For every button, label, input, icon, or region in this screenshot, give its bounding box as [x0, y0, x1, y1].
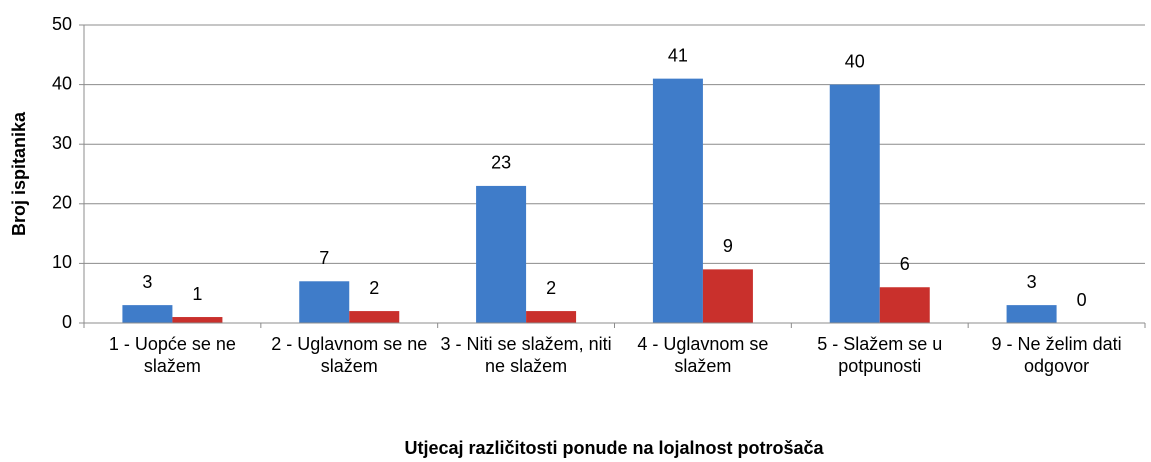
- bar: [349, 311, 400, 323]
- bar: [1006, 305, 1057, 323]
- y-tick-label: 0: [62, 312, 72, 332]
- data-label: 3: [142, 272, 152, 292]
- data-label: 0: [1077, 290, 1087, 310]
- data-label: 9: [723, 236, 733, 256]
- y-axis-title: Broj ispitanika: [9, 111, 29, 236]
- x-tick-label-box: 1 - Uopće se ne slažem: [108, 334, 236, 376]
- x-tick-label: 3 - Niti se slažem, niti ne slažem: [440, 334, 612, 376]
- bar: [299, 281, 350, 323]
- x-tick-label: 5 - Slažem se u potpunosti: [817, 334, 943, 376]
- bar: [879, 287, 930, 323]
- x-tick-label: 9 - Ne želim dati odgovor: [991, 334, 1122, 376]
- x-tick-label: 1 - Uopće se ne slažem: [108, 334, 236, 376]
- bar: [652, 78, 703, 323]
- y-tick-label: 40: [52, 73, 72, 93]
- data-label: 1: [192, 284, 202, 304]
- x-tick-label: 4 - Uglavnom se slažem: [637, 334, 769, 376]
- data-label: 2: [546, 278, 556, 298]
- bar: [122, 305, 173, 323]
- bar: [172, 317, 223, 323]
- data-label: 6: [900, 254, 910, 274]
- x-axis-title: Utjecaj različitosti ponude na lojalnost…: [404, 438, 824, 458]
- y-tick-label: 10: [52, 252, 72, 272]
- bar: [526, 311, 577, 323]
- x-tick-label-box: 9 - Ne želim dati odgovor: [991, 334, 1122, 376]
- data-label: 23: [491, 153, 511, 173]
- x-tick-label-box: 3 - Niti se slažem, niti ne slažem: [440, 334, 612, 376]
- bar: [829, 84, 880, 323]
- bar: [476, 185, 527, 323]
- data-label: 3: [1027, 272, 1037, 292]
- data-label: 41: [668, 45, 688, 65]
- y-tick-label: 30: [52, 133, 72, 153]
- x-tick-label: 2 - Uglavnom se ne slažem: [271, 334, 428, 376]
- x-tick-label-box: 4 - Uglavnom se slažem: [637, 334, 769, 376]
- data-label: 2: [369, 278, 379, 298]
- y-tick-label: 50: [52, 14, 72, 34]
- bar: [702, 269, 753, 323]
- data-label: 7: [319, 248, 329, 268]
- data-label: 40: [845, 51, 865, 71]
- x-tick-label-box: 2 - Uglavnom se ne slažem: [271, 334, 428, 376]
- y-tick-label: 20: [52, 193, 72, 213]
- x-tick-label-box: 5 - Slažem se u potpunosti: [817, 334, 943, 376]
